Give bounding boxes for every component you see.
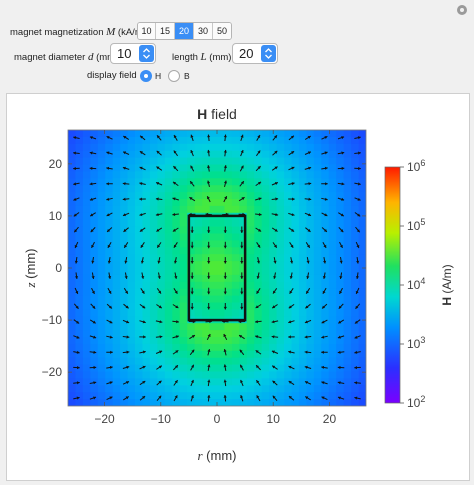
x-tick-label: −20: [94, 412, 115, 426]
magnetization-selector[interactable]: 10 15 20 30 50: [137, 22, 232, 40]
colorbar-tick-label: 104: [407, 276, 425, 292]
colorbar-label: H (A/m): [440, 264, 454, 305]
x-tick-label: 10: [267, 412, 281, 426]
length-value: 20: [239, 46, 253, 61]
colorbar-tick-label: 102: [407, 394, 425, 410]
y-tick-label: 10: [49, 209, 63, 223]
plot-title: H field: [197, 106, 237, 122]
length-label: length L (mm): [172, 51, 231, 63]
diameter-label: magnet diameter d (mm): [14, 51, 118, 63]
length-stepper-arrows[interactable]: [261, 45, 276, 62]
magnetization-label: magnet magnetization M (kA/m): [10, 26, 146, 38]
radio-b-label: B: [184, 71, 190, 81]
magnetization-option-10[interactable]: 10: [138, 23, 156, 39]
y-tick-label: −20: [42, 365, 63, 379]
magnetization-option-20[interactable]: 20: [175, 23, 194, 39]
plot-panel: H field −20 −10 0 10 20 20 10 0 −10 −20 r (mm) z…: [6, 93, 470, 481]
diameter-select[interactable]: 10: [110, 43, 156, 64]
diameter-stepper-arrows[interactable]: [139, 45, 154, 62]
magnetization-option-50[interactable]: 50: [213, 23, 231, 39]
h-field-plot: H field −20 −10 0 10 20 20 10 0 −10 −20 r (mm) z…: [7, 94, 469, 480]
field-density-map: [68, 130, 366, 406]
radio-b[interactable]: [168, 70, 180, 82]
y-axis-label: z (mm): [23, 249, 38, 289]
x-tick-label: 20: [323, 412, 337, 426]
radio-h-label: H: [155, 71, 161, 81]
chevron-updown-icon: [261, 45, 276, 62]
x-tick-label: 0: [214, 412, 221, 426]
chevron-updown-icon: [139, 45, 154, 62]
colorbar-tick-label: 106: [407, 158, 425, 174]
display-field-label: display field: [87, 70, 137, 81]
diameter-value: 10: [117, 46, 131, 61]
x-tick-label: −10: [151, 412, 172, 426]
magnetization-option-30[interactable]: 30: [194, 23, 213, 39]
y-tick-label: 0: [55, 261, 62, 275]
length-select[interactable]: 20: [232, 43, 278, 64]
gear-icon[interactable]: [456, 4, 468, 16]
x-axis-label: r (mm): [198, 448, 237, 463]
colorbar-tick-label: 105: [407, 217, 425, 233]
colorbar-tick-label: 103: [407, 335, 425, 351]
y-tick-label: −10: [42, 313, 63, 327]
colorbar: [385, 167, 400, 403]
magnetization-option-15[interactable]: 15: [156, 23, 175, 39]
radio-h[interactable]: [140, 70, 152, 82]
y-tick-label: 20: [49, 157, 63, 171]
